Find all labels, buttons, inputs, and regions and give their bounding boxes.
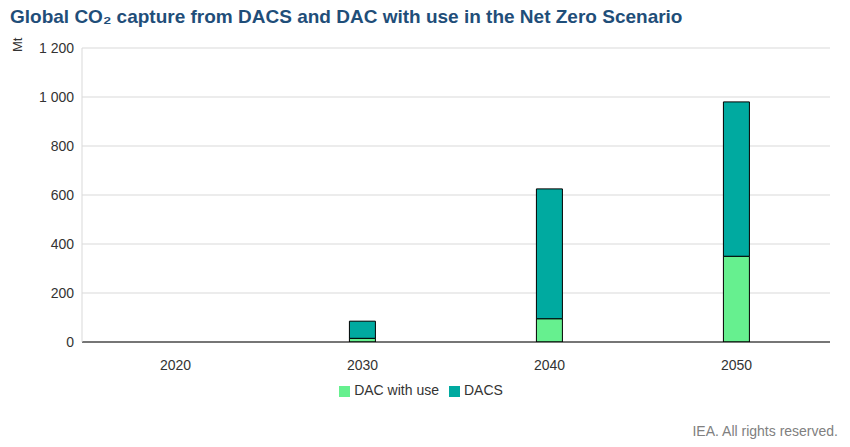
svg-text:2040: 2040	[534, 357, 565, 373]
svg-text:200: 200	[51, 285, 75, 301]
svg-text:0: 0	[66, 334, 74, 350]
html-text:DACS: DACS	[464, 382, 503, 398]
html-text:Mt: Mt	[10, 37, 25, 52]
svg-text:400: 400	[51, 236, 75, 252]
svg-text:1 200: 1 200	[39, 40, 74, 56]
html-text:IEA. All rights reserved.: IEA. All rights reserved.	[692, 423, 838, 439]
svg-text:1 000: 1 000	[39, 89, 74, 105]
svg-text:600: 600	[51, 187, 75, 203]
svg-text:2030: 2030	[347, 357, 378, 373]
svg-text:800: 800	[51, 138, 75, 154]
html-text:Global CO₂ capture from DACS a: Global CO₂ capture from DACS and DAC wit…	[10, 6, 683, 27]
html-text:DAC with use: DAC with use	[354, 382, 439, 398]
svg-text:2050: 2050	[721, 357, 752, 373]
svg-text:2020: 2020	[160, 357, 191, 373]
